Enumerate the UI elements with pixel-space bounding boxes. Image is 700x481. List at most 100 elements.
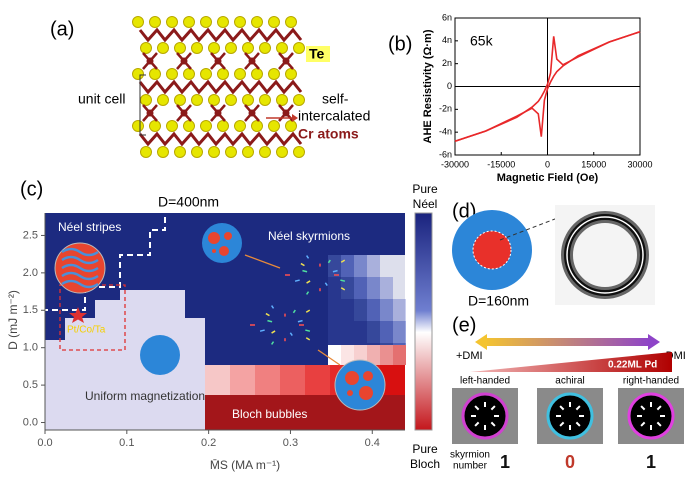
y-tick-label: 0 (447, 81, 452, 91)
map-cell (354, 255, 367, 277)
te-atom (132, 68, 144, 80)
te-atom (200, 120, 212, 132)
number-label: skyrmion (450, 450, 490, 461)
boundary (22, 205, 166, 311)
map-cell (367, 345, 380, 365)
stack-label: Pt/Co/Ta (67, 325, 106, 336)
cr-bonds (138, 27, 303, 43)
cr-atom (282, 109, 290, 117)
spin (289, 332, 293, 336)
star (69, 307, 87, 323)
map-cell (205, 365, 230, 395)
te-atom (149, 68, 161, 80)
te-atom (183, 120, 195, 132)
te-atom (191, 42, 203, 54)
y-tick-label: -4n (439, 127, 452, 137)
spin (300, 262, 305, 267)
skyrmion-core (627, 392, 675, 440)
map-cell (328, 299, 341, 321)
te-atom (225, 94, 237, 106)
panel-label: (b) (388, 33, 412, 55)
te-atom (217, 120, 229, 132)
spin (327, 259, 331, 264)
spin (490, 405, 496, 411)
te-atom (242, 42, 254, 54)
y-tick-label: 6n (442, 12, 452, 22)
te-atom (208, 94, 220, 106)
te-atom (132, 120, 144, 132)
map-cell (341, 321, 354, 343)
te-atom (251, 120, 263, 132)
bubble (359, 386, 373, 400)
spin (340, 279, 346, 282)
x-axis-label: M̄S (MA m⁻¹) (210, 458, 280, 472)
dmi-bar (485, 338, 650, 346)
te-atom (259, 42, 271, 54)
skyrmion (224, 232, 232, 240)
skyrmion-disk (202, 223, 242, 263)
te-atom (293, 42, 305, 54)
size-label: D=400nm (158, 194, 219, 210)
x-axis-label: Magnetic Field (Oe) (497, 172, 599, 184)
cr-bonds (138, 79, 303, 95)
stripe (61, 263, 99, 273)
bracket (139, 74, 146, 136)
cr-atom (180, 57, 188, 65)
x-tick-label: 30000 (627, 159, 652, 169)
map-cell (354, 321, 367, 343)
spin (324, 282, 328, 286)
skyrmion-core (461, 392, 509, 440)
te-atom (174, 94, 186, 106)
y-tick-label: 1.0 (23, 342, 38, 354)
x-tick-label: -15000 (487, 159, 515, 169)
te-atom (174, 146, 186, 158)
stripe (61, 271, 99, 281)
spin (340, 287, 346, 291)
te-atom (200, 68, 212, 80)
te-atom (140, 146, 152, 158)
spin (656, 421, 662, 427)
skyrmion-number: 0 (565, 452, 575, 472)
x-tick-label: 0.4 (365, 437, 380, 449)
panel-label: (a) (50, 18, 74, 40)
y-tick-label: 2.5 (23, 229, 38, 241)
cr-atom (180, 109, 188, 117)
te-atom (285, 120, 297, 132)
cr-atom (214, 57, 222, 65)
curve (454, 30, 641, 143)
te-atom (268, 16, 280, 28)
te-atom (251, 68, 263, 80)
spin (490, 421, 496, 427)
bubble-disk (334, 359, 386, 411)
te-atom (293, 146, 305, 158)
te-atom (183, 68, 195, 80)
map-cell (367, 255, 380, 277)
y-axis-label: D (mJ m⁻²) (6, 290, 20, 350)
te-atom (276, 146, 288, 158)
te-atom (166, 120, 178, 132)
te-atom (208, 42, 220, 54)
te-atom (225, 42, 237, 54)
ring (566, 216, 644, 294)
spin (305, 337, 311, 341)
skyrmion-core (546, 392, 594, 440)
dmi-label: +DMI (456, 350, 483, 362)
size-label: D=160nm (468, 293, 529, 309)
pointer (244, 254, 281, 269)
map-cell (367, 277, 380, 299)
te-atom (140, 42, 152, 54)
region-label: Néel skyrmions (268, 229, 350, 243)
te-atom (149, 120, 161, 132)
te-atom (268, 68, 280, 80)
te-atom (157, 42, 169, 54)
map-cell (380, 321, 393, 343)
spin (306, 280, 311, 284)
skyrmion (219, 246, 229, 256)
spin (305, 329, 311, 332)
spin (270, 305, 275, 309)
spin (270, 341, 275, 345)
stripe (61, 247, 99, 257)
spin (297, 319, 303, 323)
colorbar (414, 212, 433, 431)
map-cell (367, 299, 380, 321)
